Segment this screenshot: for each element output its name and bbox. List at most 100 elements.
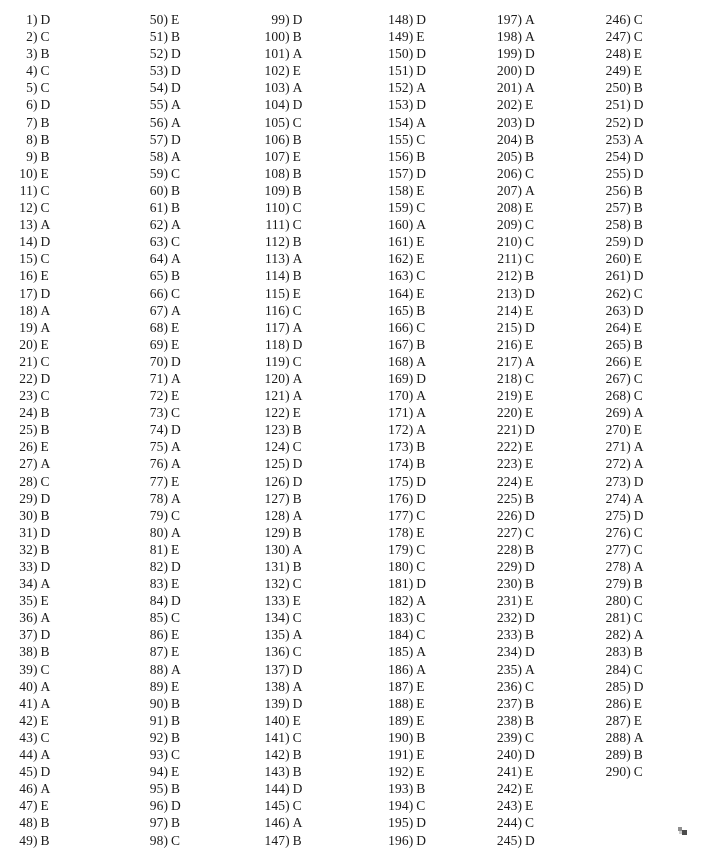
answer-letter: A [416, 593, 427, 609]
question-separator: ) [408, 507, 414, 523]
answer-letter: E [171, 336, 180, 352]
question-separator: ) [517, 507, 522, 523]
question-separator: ) [626, 729, 631, 745]
question-separator: ) [163, 456, 169, 472]
answer-row: 89) E [139, 678, 261, 695]
answer-letter: E [171, 576, 180, 592]
question-number: 47 [19, 798, 33, 814]
question-separator: ) [285, 29, 290, 45]
answer-letter: A [524, 182, 535, 198]
answer-letter: C [292, 729, 302, 745]
answer-row: 253) A [601, 131, 705, 148]
question-number: 239 [496, 729, 518, 745]
answer-row: 237) B [492, 695, 601, 712]
answer-row: 203) D [492, 114, 601, 131]
question-number: 52 [149, 46, 164, 62]
question-separator: ) [408, 353, 414, 369]
question-separator: ) [285, 747, 290, 763]
answer-row: 283) B [601, 643, 705, 660]
question-number: 34 [19, 576, 33, 592]
answer-letter: C [633, 764, 643, 780]
question-number: 83 [149, 576, 164, 592]
answer-row: 75) A [139, 438, 261, 455]
question-separator: ) [626, 251, 631, 267]
question-number: 282 [605, 627, 627, 643]
answer-row: 92) B [139, 729, 261, 746]
answer-letter: C [171, 832, 181, 848]
question-separator: ) [408, 781, 414, 797]
question-separator: ) [517, 336, 522, 352]
answer-letter: A [416, 114, 427, 130]
question-number: 71 [149, 370, 164, 386]
answer-letter: D [524, 422, 535, 438]
answer-row: 149) E [384, 28, 493, 45]
answer-row: 31) D [8, 524, 139, 541]
question-number: 157 [388, 165, 409, 181]
answer-row: 259) D [601, 233, 705, 250]
answer-letter: D [416, 12, 427, 27]
question-number: 119 [265, 353, 286, 369]
answer-row: 38) B [8, 643, 139, 660]
question-separator: ) [626, 541, 631, 557]
answer-letter: B [292, 131, 302, 147]
answer-row: 270) E [601, 421, 705, 438]
question-number: 121 [264, 388, 286, 404]
answer-letter: C [40, 182, 50, 198]
question-separator: ) [517, 456, 522, 472]
question-number: 242 [496, 781, 518, 797]
answer-letter: D [40, 12, 51, 27]
question-separator: ) [33, 182, 38, 198]
question-number: 3 [26, 46, 33, 62]
question-separator: ) [408, 559, 414, 574]
answer-letter: C [292, 302, 302, 318]
answer-letter: A [171, 97, 181, 113]
question-number: 19 [19, 319, 33, 335]
question-separator: ) [626, 388, 631, 404]
answer-row: 64) A [139, 250, 261, 267]
question-separator: ) [163, 473, 169, 489]
answer-letter: A [40, 302, 51, 318]
answer-row: 123) B [260, 421, 384, 438]
answer-row: 10) E [8, 165, 139, 182]
answer-letter: E [524, 405, 534, 421]
answer-letter: B [416, 148, 426, 164]
question-number: 270 [605, 422, 627, 438]
answer-letter: E [171, 473, 180, 489]
answer-row: 130) A [260, 541, 384, 558]
question-separator: ) [517, 29, 522, 45]
answer-row: 18) A [8, 302, 139, 319]
answer-letter: D [524, 63, 535, 79]
question-separator: ) [285, 97, 290, 113]
answer-letter: E [171, 388, 180, 404]
answer-row: 284) C [601, 661, 705, 678]
answer-row: 166) C [384, 319, 493, 336]
question-number: 170 [388, 388, 409, 404]
question-number: 84 [149, 593, 164, 609]
question-separator: ) [33, 200, 38, 216]
answer-letter: A [171, 251, 181, 267]
question-separator: ) [408, 302, 414, 318]
question-number: 104 [264, 97, 286, 113]
answer-letter: D [171, 131, 181, 147]
answer-letter: D [171, 593, 181, 609]
answer-letter: B [171, 712, 181, 728]
question-number: 113 [265, 251, 286, 267]
answer-letter: E [633, 695, 643, 711]
answer-letter: C [40, 200, 50, 216]
question-number: 269 [605, 405, 627, 421]
answer-row: 73) C [139, 404, 261, 421]
question-separator: ) [517, 473, 522, 489]
answer-letter: C [633, 524, 643, 540]
question-separator: ) [626, 490, 631, 506]
answer-row: 37) D [8, 626, 139, 643]
question-separator: ) [626, 627, 631, 643]
question-separator: ) [285, 165, 290, 181]
question-separator: ) [408, 12, 414, 27]
question-number: 168 [388, 353, 409, 369]
question-number: 53 [149, 63, 164, 79]
question-separator: ) [33, 576, 38, 592]
question-number: 58 [149, 148, 164, 164]
answer-letter: A [171, 302, 181, 318]
answer-letter: C [171, 610, 181, 626]
answer-row: 169) D [384, 370, 493, 387]
